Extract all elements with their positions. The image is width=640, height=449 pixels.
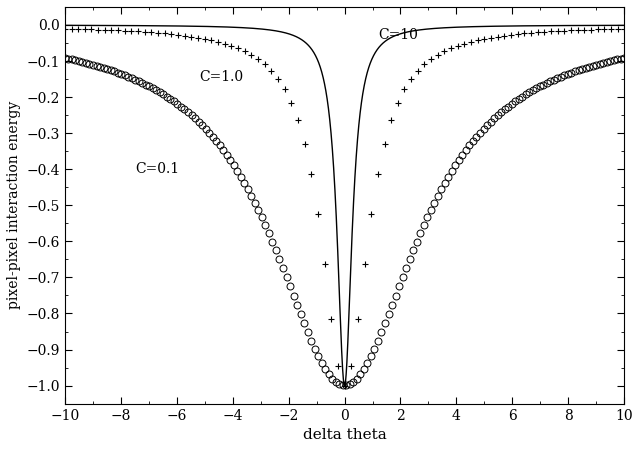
Text: C=0.1: C=0.1 — [135, 162, 179, 176]
Text: C=10: C=10 — [378, 28, 418, 42]
Text: C=1.0: C=1.0 — [199, 70, 243, 84]
X-axis label: delta theta: delta theta — [303, 428, 387, 442]
Y-axis label: pixel-pixel interaction energy: pixel-pixel interaction energy — [7, 101, 21, 309]
